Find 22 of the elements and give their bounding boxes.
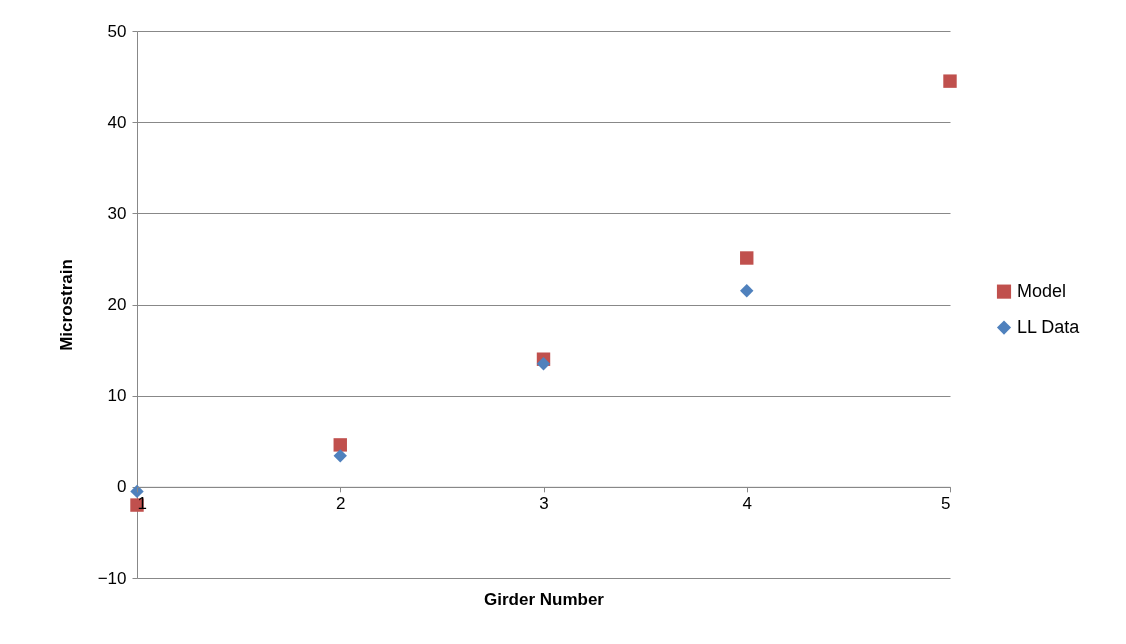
point (333, 438, 347, 452)
y-tick-label: 30 (107, 203, 127, 223)
y-tick-label: 20 (107, 295, 127, 314)
x-axis-title: Girder Number (484, 589, 605, 609)
legend-label: Model (1017, 280, 1067, 301)
x-tick-label: 5 (941, 494, 951, 514)
x-tick-label: 4 (742, 494, 752, 514)
y-tick-label: −10 (97, 568, 127, 588)
y-tick-label: 10 (107, 386, 127, 406)
point (536, 357, 551, 371)
x-tick-label: 2 (336, 494, 346, 514)
point (740, 251, 754, 265)
y-tick-label: 50 (107, 21, 127, 41)
y-tick-label: 0 (117, 477, 127, 497)
point (943, 74, 957, 88)
y-axis-title: Microstrain (56, 259, 76, 351)
point (740, 284, 754, 298)
point (333, 449, 347, 463)
legend-label: LL Data (1017, 316, 1081, 337)
y-tick-label: 40 (107, 112, 127, 132)
x-tick-label: 3 (539, 494, 549, 514)
point (130, 484, 144, 499)
